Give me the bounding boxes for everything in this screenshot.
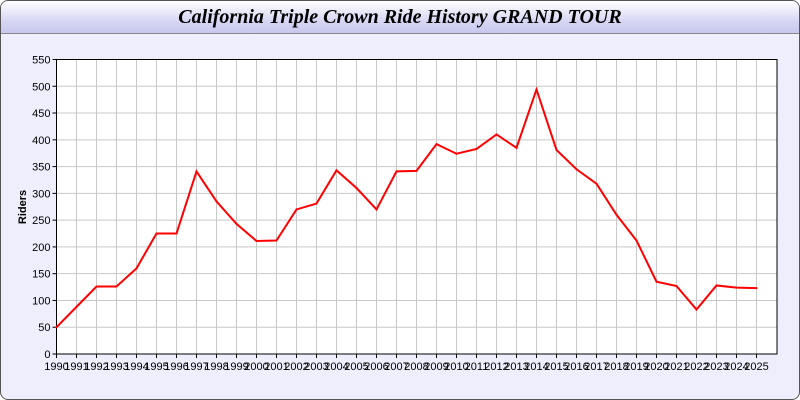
x-tick-label: 2002: [284, 361, 308, 373]
x-tick-label: 2016: [564, 361, 588, 373]
x-tick-label: 1999: [224, 361, 248, 373]
x-tick-label: 2013: [504, 361, 528, 373]
x-tick-label: 2023: [704, 361, 728, 373]
data-point: [415, 169, 418, 172]
data-point: [475, 147, 478, 150]
x-tick-label: 2019: [624, 361, 648, 373]
data-point: [655, 280, 658, 283]
y-tick-label: 100: [32, 295, 50, 307]
x-tick-label: 2010: [444, 361, 468, 373]
chart-title: California Triple Crown Ride History GRA…: [178, 6, 622, 28]
data-point: [615, 213, 618, 216]
data-point: [295, 208, 298, 211]
x-tick-label: 2011: [465, 361, 489, 373]
x-tick-label: 2006: [364, 361, 388, 373]
x-tick-label: 1997: [184, 361, 208, 373]
y-tick-label: 200: [32, 242, 50, 254]
data-point: [715, 284, 718, 287]
y-tick-label: 400: [32, 135, 50, 147]
x-tick-label: 1991: [64, 361, 88, 373]
y-tick-label: 300: [32, 188, 50, 200]
data-point: [255, 240, 258, 243]
data-point: [555, 148, 558, 151]
x-tick-label: 1995: [144, 361, 168, 373]
data-point: [275, 239, 278, 242]
x-tick-label: 2022: [684, 361, 708, 373]
y-tick-label: 0: [44, 349, 50, 361]
series-line: [55, 86, 757, 328]
data-point: [455, 152, 458, 155]
y-tick-label: 350: [32, 162, 50, 174]
data-point: [135, 267, 138, 270]
data-point: [495, 133, 498, 136]
x-tick-label: 1996: [164, 361, 188, 373]
data-point: [315, 202, 318, 205]
data-point: [75, 305, 78, 308]
data-point: [235, 222, 238, 225]
x-tick-label: 2025: [744, 361, 768, 373]
data-point: [95, 285, 98, 288]
x-tick-label: 2008: [404, 361, 428, 373]
x-tick-label: 1992: [84, 361, 108, 373]
x-tick-label: 2017: [584, 361, 608, 373]
x-tick-label: 2004: [324, 361, 348, 373]
data-point: [375, 208, 378, 211]
x-tick-label: 2020: [644, 361, 668, 373]
y-tick-label: 150: [32, 269, 50, 281]
data-point: [595, 182, 598, 185]
data-point: [175, 232, 178, 235]
data-point: [635, 239, 638, 242]
x-tick-label: 1993: [104, 361, 128, 373]
x-tick-label: 2024: [724, 361, 748, 373]
data-point: [675, 284, 678, 287]
data-point: [195, 170, 198, 173]
x-tick-label: 2012: [484, 361, 508, 373]
data-point: [55, 326, 58, 329]
data-point: [115, 285, 118, 288]
data-point: [695, 308, 698, 311]
x-tick-label: 2009: [424, 361, 448, 373]
y-tick-label: 500: [32, 81, 50, 93]
x-tick-label: 2007: [384, 361, 408, 373]
x-tick-label: 2015: [544, 361, 568, 373]
data-point: [435, 143, 438, 146]
data-point: [535, 88, 538, 91]
data-point: [155, 232, 158, 235]
data-point: [735, 286, 738, 289]
x-tick-label: 2005: [344, 361, 368, 373]
x-tick-label: 2014: [524, 361, 548, 373]
x-tick-label: 2021: [664, 361, 688, 373]
y-tick-label: 450: [32, 108, 50, 120]
title-bar: California Triple Crown Ride History GRA…: [1, 1, 799, 34]
data-point: [755, 287, 758, 290]
x-tick-label: 2001: [264, 361, 288, 373]
y-tick-label: 250: [32, 215, 50, 227]
data-point: [575, 168, 578, 171]
data-point: [215, 200, 218, 203]
data-point: [515, 146, 518, 149]
y-tick-label: 550: [32, 55, 50, 67]
y-tick-label: 50: [38, 322, 50, 334]
data-point: [395, 170, 398, 173]
data-point: [335, 169, 338, 172]
x-tick-label: 2018: [604, 361, 628, 373]
y-axis-label: Riders: [17, 190, 29, 224]
data-point: [355, 187, 358, 190]
x-tick-label: 1990: [44, 361, 68, 373]
x-tick-label: 2003: [304, 361, 328, 373]
x-tick-label: 1998: [204, 361, 228, 373]
x-tick-label: 2000: [244, 361, 268, 373]
x-tick-label: 1994: [124, 361, 148, 373]
